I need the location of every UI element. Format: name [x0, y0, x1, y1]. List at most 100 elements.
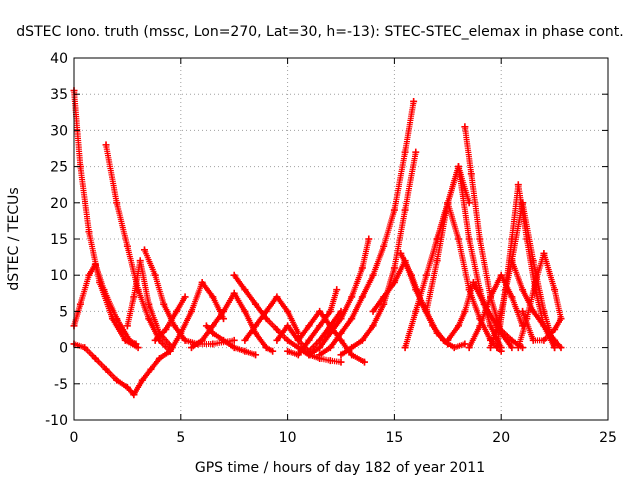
- data-point: [444, 199, 452, 207]
- data-point: [531, 278, 539, 286]
- y-tick-label: 5: [59, 304, 68, 320]
- data-point: [337, 358, 345, 366]
- data-point: [348, 351, 356, 359]
- y-tick-label: 10: [50, 268, 68, 284]
- x-axis-label: GPS time / hours of day 182 of year 2011: [195, 460, 485, 476]
- data-point: [337, 315, 345, 323]
- data-point: [209, 293, 217, 301]
- data-point: [252, 329, 260, 337]
- data-point: [380, 242, 388, 250]
- data-point: [401, 206, 409, 214]
- data-point: [348, 315, 356, 323]
- y-tick-label: -10: [45, 413, 68, 429]
- data-point: [252, 300, 260, 308]
- data-point: [401, 148, 409, 156]
- data-point: [181, 293, 189, 301]
- data-point: [380, 293, 388, 301]
- data-point: [85, 271, 93, 279]
- data-point: [390, 264, 398, 272]
- data-point: [230, 336, 238, 344]
- data-point: [465, 344, 473, 352]
- data-point: [401, 344, 409, 352]
- x-tick-label: 5: [176, 430, 185, 446]
- data-point: [410, 97, 418, 105]
- data-point: [316, 322, 324, 330]
- data-point: [241, 336, 249, 344]
- series-arc-13: [241, 293, 302, 344]
- data-point: [123, 242, 131, 250]
- grid: [74, 58, 608, 420]
- data-point: [487, 344, 495, 352]
- y-tick-label: 0: [59, 341, 68, 357]
- data-point: [326, 344, 334, 352]
- data-point: [151, 336, 159, 344]
- axes: 0 5 10 15 20 25 -10 -5 0 5 10 15 20 25 30 35 40: [45, 51, 617, 446]
- data-point: [557, 344, 565, 352]
- data-point: [140, 246, 148, 254]
- data-point: [209, 322, 217, 330]
- x-tick-label: 10: [279, 430, 297, 446]
- data-point: [433, 257, 441, 265]
- data-point: [126, 336, 134, 344]
- data-point: [497, 347, 505, 355]
- series-arc-08: [151, 293, 189, 344]
- data-point: [177, 329, 185, 337]
- data-point: [284, 307, 292, 315]
- data-point: [181, 336, 189, 344]
- data-point: [418, 300, 426, 308]
- data-point: [326, 357, 334, 365]
- data-point: [508, 344, 516, 352]
- series-arc-03: [70, 340, 138, 399]
- data-point: [305, 322, 313, 330]
- y-tick-label: 40: [50, 51, 68, 67]
- data-point: [230, 344, 238, 352]
- chart-title: dSTEC Iono. truth (mssc, Lon=270, Lat=30…: [16, 24, 623, 40]
- data-point: [294, 351, 302, 359]
- data-point: [202, 322, 210, 330]
- y-axis-label: dSTEC / TECUs: [6, 187, 22, 290]
- data-point: [294, 336, 302, 344]
- data-point: [557, 315, 565, 323]
- data-point: [130, 391, 138, 399]
- data-point: [508, 336, 516, 344]
- data-point: [461, 307, 469, 315]
- data-point: [294, 329, 302, 337]
- series-arc-21: [397, 249, 469, 352]
- data-point: [170, 322, 178, 330]
- data-point: [467, 170, 475, 178]
- data-point: [508, 235, 516, 243]
- data-point: [326, 329, 334, 337]
- data-point: [454, 235, 462, 243]
- x-tick-label: 0: [70, 430, 79, 446]
- data-point: [514, 344, 522, 352]
- series-arc-24: [433, 199, 505, 355]
- data-point: [412, 307, 420, 315]
- data-point: [461, 340, 469, 348]
- data-point: [123, 383, 131, 391]
- data-point: [160, 300, 168, 308]
- data-point: [91, 354, 99, 362]
- data-point: [444, 336, 452, 344]
- data-point: [407, 271, 415, 279]
- data-point: [145, 300, 153, 308]
- data-point: [397, 249, 405, 257]
- data-point: [348, 293, 356, 301]
- series-arc-11: [202, 322, 260, 359]
- y-tick-label: -5: [54, 377, 68, 393]
- data-point: [501, 286, 509, 294]
- data-point: [422, 271, 430, 279]
- series-arc-17: [294, 235, 373, 359]
- data-point: [326, 322, 334, 330]
- data-point: [305, 351, 313, 359]
- data-point: [551, 326, 559, 333]
- data-point: [514, 181, 522, 189]
- data-point: [450, 344, 458, 352]
- data-point: [519, 307, 527, 315]
- data-point: [269, 347, 277, 355]
- data-point: [369, 271, 377, 279]
- data-point: [519, 286, 527, 294]
- data-point: [162, 326, 170, 333]
- series-arc-27: [465, 271, 527, 352]
- plot-area: [70, 87, 565, 399]
